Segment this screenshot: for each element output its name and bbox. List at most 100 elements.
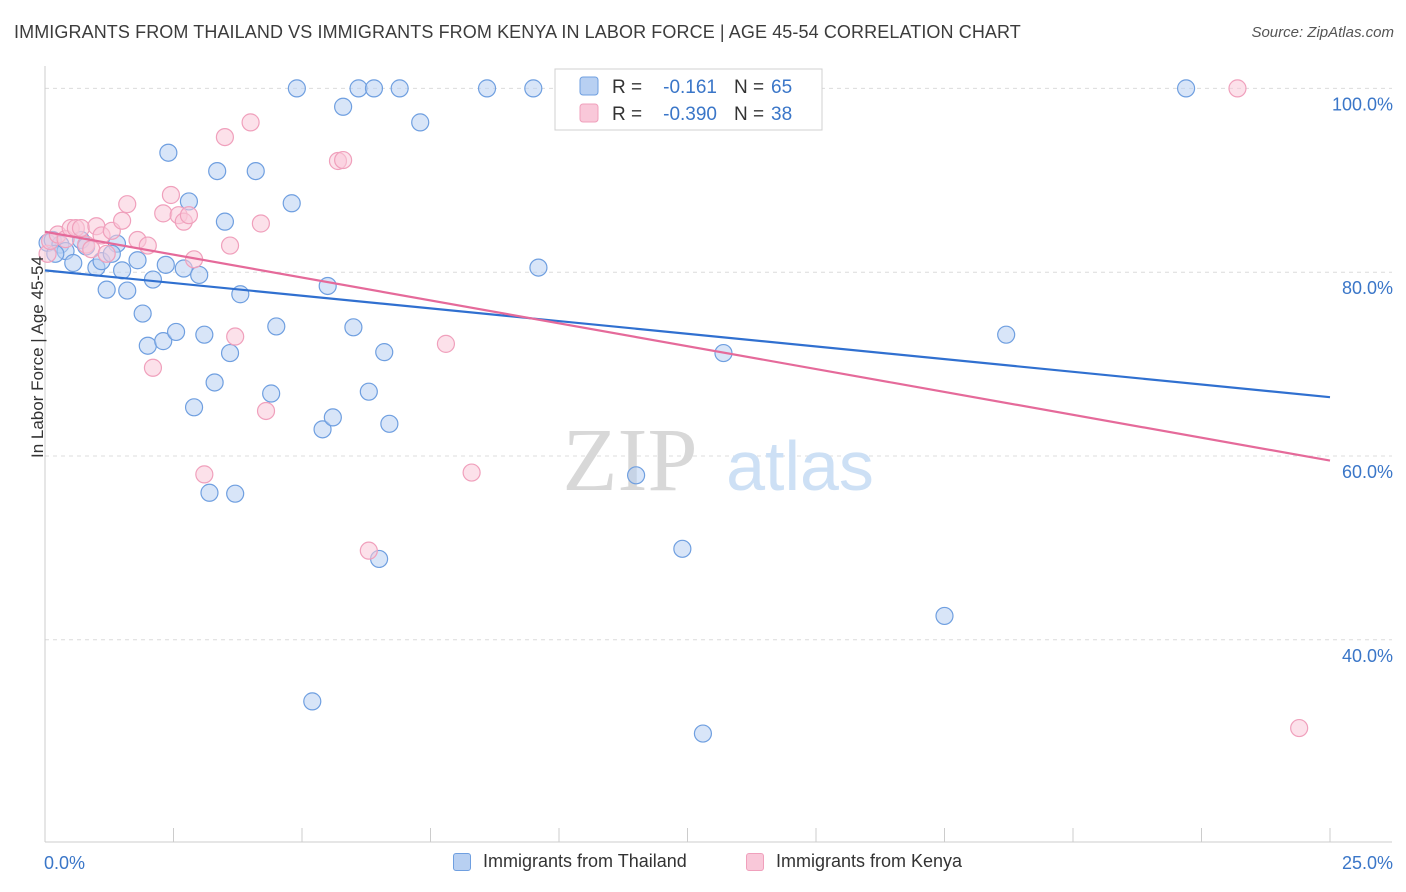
point-thailand-26 bbox=[205, 373, 224, 392]
x-tick-label-right: 25.0% bbox=[1342, 853, 1393, 873]
point-thailand-36 bbox=[287, 79, 306, 98]
point-kenya-29 bbox=[251, 214, 270, 233]
point-thailand-18 bbox=[159, 143, 178, 162]
legend-n-label-kenya: N = bbox=[734, 104, 764, 125]
point-thailand-34 bbox=[267, 317, 286, 336]
legend-r-label-thailand: R = bbox=[612, 77, 642, 98]
point-thailand-41 bbox=[334, 97, 353, 116]
point-thailand-37 bbox=[303, 692, 322, 711]
chart-source: Source: ZipAtlas.com bbox=[1251, 24, 1394, 41]
legend-r-value-kenya: -0.390 bbox=[663, 104, 717, 125]
point-kenya-33 bbox=[359, 541, 378, 560]
point-thailand-33 bbox=[262, 384, 281, 403]
point-kenya-22 bbox=[179, 206, 199, 225]
point-kenya-30 bbox=[256, 401, 276, 421]
point-kenya-36 bbox=[1228, 79, 1247, 98]
point-thailand-61 bbox=[1176, 79, 1196, 98]
point-kenya-24 bbox=[195, 465, 214, 484]
legend-label-kenya: Immigrants from Kenya bbox=[776, 851, 963, 871]
point-thailand-44 bbox=[359, 382, 378, 401]
point-kenya-17 bbox=[143, 358, 163, 377]
y-tick-labels: 100.0% 80.0% 60.0% 40.0% bbox=[1332, 94, 1393, 665]
axes bbox=[44, 66, 1392, 843]
point-thailand-49 bbox=[390, 79, 409, 98]
trend-line-kenya bbox=[44, 230, 1331, 462]
point-thailand-13 bbox=[133, 304, 152, 323]
point-thailand-50 bbox=[411, 113, 430, 132]
point-thailand-43 bbox=[349, 79, 368, 98]
point-kenya-19 bbox=[161, 185, 181, 205]
point-thailand-29 bbox=[220, 343, 240, 363]
point-thailand-53 bbox=[529, 258, 548, 277]
point-thailand-48 bbox=[380, 414, 399, 433]
point-thailand-19 bbox=[166, 322, 186, 342]
y-tick-label-1: 80.0% bbox=[1342, 278, 1393, 298]
point-thailand-59 bbox=[935, 606, 954, 626]
point-thailand-56 bbox=[673, 539, 692, 558]
point-kenya-37 bbox=[1290, 718, 1309, 738]
point-thailand-12 bbox=[128, 251, 147, 270]
legend-r-label-kenya: R = bbox=[612, 104, 642, 125]
watermark: ZIP atlas bbox=[563, 411, 874, 510]
y-axis-label: In Labor Force | Age 45-54 bbox=[28, 256, 47, 458]
legend-n-label-thailand: N = bbox=[734, 77, 764, 98]
point-kenya-25 bbox=[215, 127, 234, 147]
point-kenya-13 bbox=[112, 211, 132, 230]
point-thailand-16 bbox=[154, 332, 173, 351]
y-tick-label-2: 60.0% bbox=[1342, 462, 1393, 482]
point-thailand-60 bbox=[997, 325, 1016, 344]
legend-swatch-thailand-bottom bbox=[453, 852, 471, 871]
point-kenya-6 bbox=[71, 218, 91, 238]
stats-legend: R = -0.161 N = 65 R = -0.390 N = 38 bbox=[554, 68, 823, 131]
point-thailand-45 bbox=[364, 79, 384, 98]
point-thailand-51 bbox=[477, 79, 497, 98]
point-thailand-17 bbox=[156, 255, 175, 274]
trend-line-thailand bbox=[44, 269, 1331, 399]
legend-n-value-thailand: 65 bbox=[771, 77, 792, 98]
point-thailand-28 bbox=[215, 212, 234, 231]
legend-n-value-kenya: 38 bbox=[771, 104, 792, 125]
point-kenya-34 bbox=[436, 334, 456, 353]
point-thailand-22 bbox=[184, 398, 204, 417]
legend-swatch-thailand bbox=[579, 76, 599, 96]
x-tick-label-left: 0.0% bbox=[44, 853, 85, 873]
legend-item-thailand[interactable]: Immigrants from Thailand bbox=[453, 851, 687, 872]
point-thailand-25 bbox=[200, 483, 219, 502]
point-thailand-27 bbox=[208, 161, 227, 181]
point-thailand-35 bbox=[282, 194, 301, 213]
y-tick-label-3: 40.0% bbox=[1342, 646, 1393, 666]
legend-swatch-kenya bbox=[579, 103, 599, 123]
point-kenya-18 bbox=[154, 204, 173, 223]
point-kenya-32 bbox=[334, 150, 353, 170]
point-thailand-4 bbox=[64, 253, 83, 273]
point-thailand-11 bbox=[118, 281, 137, 300]
point-thailand-42 bbox=[344, 318, 363, 337]
point-kenya-14 bbox=[118, 195, 137, 214]
point-thailand-39 bbox=[323, 408, 342, 427]
point-thailand-23 bbox=[190, 265, 209, 285]
data-points bbox=[38, 79, 1309, 743]
trend-lines bbox=[44, 230, 1331, 462]
legend-r-value-thailand: -0.161 bbox=[663, 77, 717, 98]
point-kenya-28 bbox=[241, 113, 260, 132]
point-kenya-27 bbox=[226, 327, 245, 346]
point-thailand-55 bbox=[626, 466, 646, 485]
legend-item-kenya[interactable]: Immigrants from Kenya bbox=[746, 851, 962, 872]
point-thailand-32 bbox=[246, 161, 265, 181]
point-thailand-57 bbox=[693, 724, 713, 743]
point-thailand-30 bbox=[226, 484, 245, 503]
point-thailand-52 bbox=[524, 79, 543, 98]
point-thailand-24 bbox=[195, 325, 214, 344]
watermark-atlas: atlas bbox=[726, 427, 874, 505]
point-kenya-26 bbox=[220, 236, 240, 255]
point-thailand-47 bbox=[375, 343, 394, 362]
legend-swatch-kenya-bottom bbox=[746, 852, 764, 871]
point-thailand-14 bbox=[138, 336, 157, 355]
series-legend: Immigrants from Thailand Immigrants from… bbox=[0, 851, 1406, 877]
point-kenya-11 bbox=[97, 244, 116, 263]
point-kenya-35 bbox=[462, 463, 481, 482]
point-thailand-38 bbox=[313, 420, 332, 439]
y-tick-label-0: 100.0% bbox=[1332, 94, 1393, 114]
watermark-zip: ZIP bbox=[563, 411, 698, 510]
